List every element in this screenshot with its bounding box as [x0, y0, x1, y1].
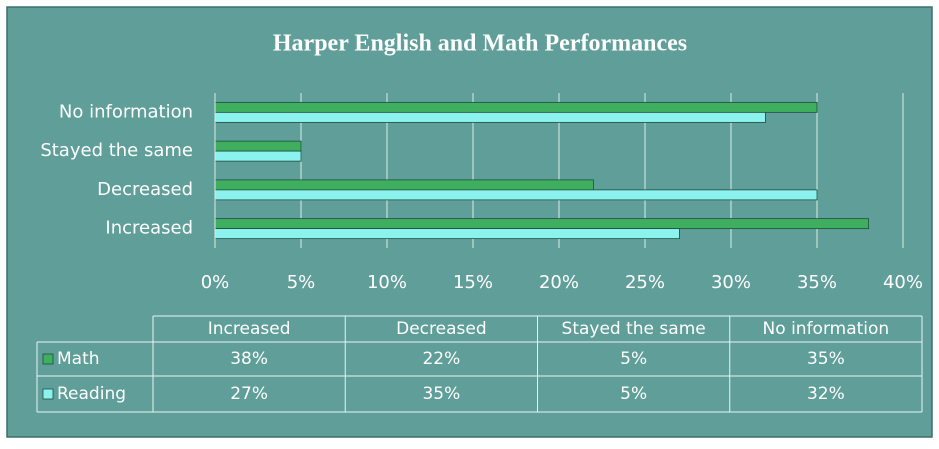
x-tick-label: 0% [201, 272, 230, 293]
table-header: Decreased [396, 319, 487, 339]
data-label: 5% [620, 349, 647, 369]
x-tick-label: 35% [797, 272, 837, 293]
bar [214, 150, 302, 162]
chart-title: Harper English and Math Performances [273, 31, 687, 57]
x-tick-label: 5% [287, 272, 316, 293]
y-tick-label: Stayed the same [40, 140, 193, 161]
bar [214, 140, 302, 152]
table-header: Increased [208, 319, 291, 339]
x-tick-label: 30% [711, 272, 751, 293]
bar [214, 179, 594, 191]
data-label: 5% [620, 384, 647, 404]
x-tick-label: 25% [625, 272, 665, 293]
data-label: 35% [422, 384, 460, 404]
legend-swatch [42, 353, 54, 365]
bar [214, 218, 869, 230]
data-label: 27% [230, 384, 268, 404]
bar [214, 111, 766, 123]
legend-label: Reading [57, 384, 126, 404]
data-label: 22% [422, 349, 460, 369]
bar [214, 228, 680, 240]
bar [214, 101, 818, 113]
y-tick-label: No information [59, 101, 193, 122]
data-label: 32% [807, 384, 845, 404]
data-label: 38% [230, 349, 268, 369]
bar [214, 189, 818, 201]
x-tick-label: 20% [539, 272, 579, 293]
y-tick-label: Decreased [97, 179, 193, 200]
x-tick-label: 40% [883, 272, 923, 293]
x-tick-label: 15% [453, 272, 493, 293]
legend-swatch [42, 388, 54, 400]
table-header: No information [763, 319, 890, 339]
y-tick-label: Increased [105, 218, 193, 239]
table-header: Stayed the same [562, 319, 706, 339]
x-tick-label: 10% [367, 272, 407, 293]
data-label: 35% [807, 349, 845, 369]
legend-label: Math [57, 349, 100, 369]
